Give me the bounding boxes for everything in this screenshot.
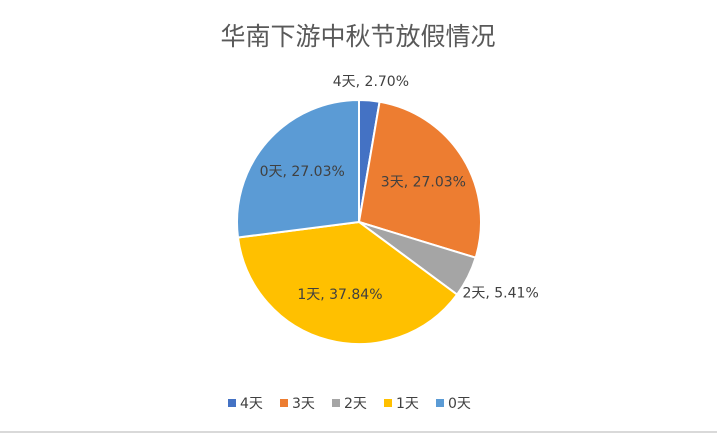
legend-swatch	[228, 399, 236, 407]
pie-slice	[236, 98, 360, 239]
legend-label: 1天	[396, 396, 419, 412]
data-label: 4天, 2.70%	[333, 74, 409, 90]
legend-label: 0天	[448, 396, 471, 412]
chart-title: 华南下游中秋节放假情况	[220, 22, 495, 51]
pie-slice	[357, 100, 482, 259]
legend-label: 2天	[344, 396, 367, 412]
legend-swatch	[332, 399, 340, 407]
legend-label: 3天	[292, 396, 315, 412]
data-label: 1天, 37.84%	[297, 287, 382, 303]
legend-swatch	[384, 399, 392, 407]
data-label: 2天, 5.41%	[462, 285, 538, 301]
data-label: 3天, 27.03%	[381, 174, 466, 190]
legend-label: 4天	[240, 396, 263, 412]
legend-swatch	[280, 399, 288, 407]
data-label: 0天, 27.03%	[260, 164, 345, 180]
pie-slice	[236, 220, 459, 345]
legend-swatch	[436, 399, 444, 407]
